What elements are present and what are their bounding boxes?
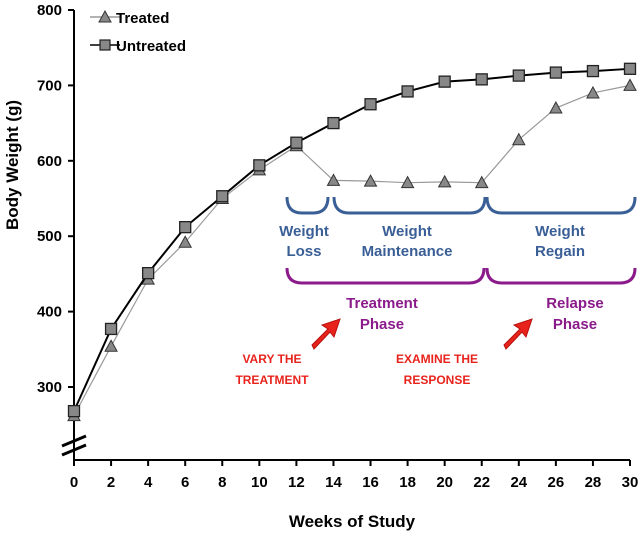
legend-label-treated: Treated [116, 10, 169, 27]
legend-item-treated: Treated [90, 9, 169, 27]
data-point-untreated [67, 404, 81, 418]
data-point-treated [178, 235, 193, 248]
x-tick-label: 24 [510, 474, 527, 491]
legend: Treated Untreated [90, 9, 186, 55]
data-point-untreated [586, 64, 600, 78]
data-point-untreated [364, 98, 377, 111]
y-axis-title: Body Weight (g) [3, 100, 22, 230]
legend-label-untreated: Untreated [116, 38, 186, 55]
data-point-treated [511, 132, 526, 146]
data-point-treated [549, 100, 563, 114]
y-tick-label: 300 [37, 379, 62, 396]
data-point-untreated [512, 69, 525, 82]
label-examine-response-line2: RESPONSE [404, 373, 471, 387]
series-line-treated [73, 84, 631, 416]
x-tick-label: 10 [251, 474, 268, 491]
data-point-untreated [216, 190, 229, 203]
data-point-treated [363, 174, 378, 187]
data-point-untreated [401, 85, 414, 98]
label-relapse-phase-line1: Relapse [546, 295, 604, 312]
y-tick-label: 400 [37, 304, 62, 321]
data-point-untreated [327, 116, 340, 130]
bracket-weight-loss [285, 196, 330, 215]
data-point-treated [104, 339, 118, 352]
label-weight-loss-line1: Weight [279, 223, 329, 240]
label-treatment-phase-line2: Phase [360, 316, 404, 333]
data-point-untreated [623, 62, 637, 75]
data-point-treated [586, 85, 600, 99]
label-weight-regain-line2: Regain [535, 243, 585, 260]
data-point-treated [326, 173, 341, 186]
data-point-treated [400, 175, 415, 189]
bracket-relapse-phase [485, 267, 637, 285]
y-tick-label: 600 [37, 153, 62, 170]
x-tick-label: 12 [288, 474, 305, 491]
data-point-untreated [290, 136, 303, 149]
x-ticks: 0 2 4 6 8 10 12 14 16 18 20 22 24 26 28 30 [70, 460, 639, 491]
label-weight-maintenance-line2: Maintenance [362, 243, 453, 260]
x-tick-label: 26 [548, 474, 565, 491]
x-tick-label: 30 [622, 474, 639, 491]
x-axis-title: Weeks of Study [289, 512, 416, 531]
data-point-treated [437, 174, 452, 188]
label-treatment-phase-line1: Treatment [346, 295, 418, 312]
legend-square-icon [99, 39, 111, 51]
data-point-treated [623, 78, 637, 91]
legend-triangle-icon [98, 9, 112, 23]
y-tick-label: 700 [37, 77, 62, 94]
label-relapse-phase-line2: Phase [553, 316, 597, 333]
data-point-untreated [549, 66, 563, 79]
label-weight-regain-line1: Weight [535, 223, 585, 240]
series-line-untreated [73, 67, 631, 412]
x-tick-label: 20 [436, 474, 453, 491]
y-ticks: 300 400 500 600 700 800 [37, 2, 74, 396]
axis-break-mark [61, 434, 87, 457]
x-tick-label: 8 [218, 474, 226, 491]
x-tick-label: 28 [585, 474, 602, 491]
label-vary-treatment-line2: TREATMENT [235, 373, 309, 387]
data-point-untreated [141, 266, 155, 280]
y-tick-label: 500 [37, 228, 62, 245]
bracket-treatment-phase [285, 267, 486, 285]
y-tick-label: 800 [37, 2, 62, 19]
label-weight-maintenance-line1: Weight [382, 223, 432, 240]
label-examine-response-line1: EXAMINE THE [396, 352, 478, 366]
legend-item-untreated: Untreated [90, 38, 186, 55]
x-tick-label: 2 [107, 474, 115, 491]
x-tick-label: 6 [181, 474, 189, 491]
x-tick-label: 4 [144, 474, 153, 491]
arrow-examine-response-icon [503, 318, 533, 350]
bracket-weight-regain [485, 196, 637, 215]
x-tick-label: 0 [70, 474, 78, 491]
x-tick-label: 16 [362, 474, 379, 491]
data-point-untreated [438, 75, 451, 88]
series-layer [67, 62, 637, 422]
data-point-untreated [104, 322, 118, 336]
arrow-vary-treatment-icon [311, 318, 341, 350]
data-point-untreated [253, 159, 266, 172]
bracket-weight-maintenance [332, 196, 487, 215]
data-point-untreated [179, 221, 192, 234]
x-tick-label: 14 [325, 474, 342, 491]
label-weight-loss-line2: Loss [286, 243, 321, 260]
data-point-untreated [475, 73, 488, 86]
x-tick-label: 22 [473, 474, 490, 491]
data-point-treated [474, 175, 489, 189]
x-tick-label: 18 [399, 474, 416, 491]
label-vary-treatment-line1: VARY THE [242, 352, 301, 366]
